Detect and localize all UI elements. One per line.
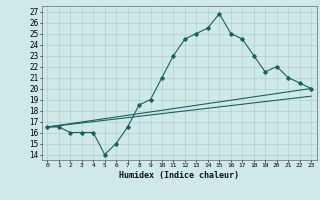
X-axis label: Humidex (Indice chaleur): Humidex (Indice chaleur) [119,171,239,180]
